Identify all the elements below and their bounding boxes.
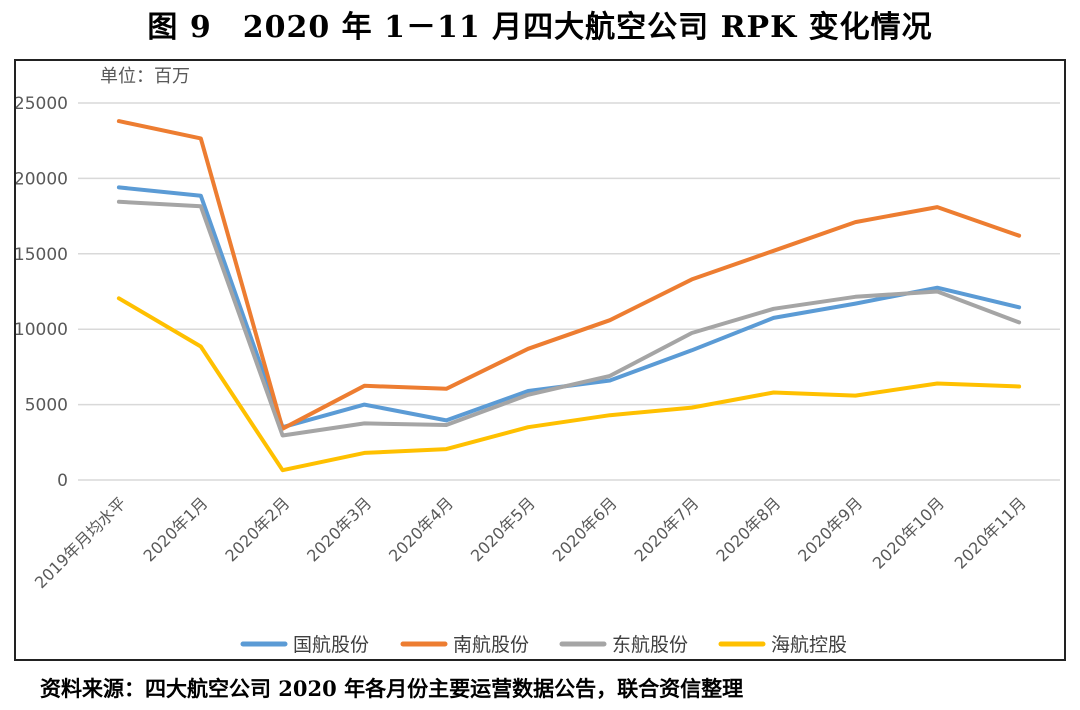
x-tick-label: 2020年11月: [951, 493, 1030, 572]
x-tick-label: 2020年3月: [303, 493, 375, 565]
x-tick-label: 2020年9月: [794, 493, 866, 565]
y-tick-label: 15000: [16, 245, 68, 265]
series-line: [116, 296, 1022, 473]
x-tick-label: 2020年10月: [869, 493, 948, 572]
series-南航股份: [116, 119, 1022, 431]
y-tick-label: 20000: [16, 169, 68, 189]
x-tick-label: 2020年2月: [221, 493, 293, 565]
x-tick-label: 2020年5月: [467, 493, 539, 565]
unit-label: 单位：百万: [100, 66, 190, 87]
legend-item: 海航控股: [718, 634, 847, 656]
legend-label: 东航股份: [612, 634, 688, 656]
x-tick-label: 2020年6月: [549, 493, 621, 565]
chart-frame: 0 5000 10000 15000 20000 25000 2019年月均水平 2020年…: [14, 59, 1066, 661]
series-lines: [116, 119, 1022, 473]
legend-label: 海航控股: [771, 634, 847, 656]
x-tick-label: 2019年月均水平: [31, 493, 130, 592]
x-tick-label: 2020年4月: [385, 493, 457, 565]
series-line: [116, 199, 1022, 438]
series-海航控股: [116, 296, 1022, 473]
x-tick-label: 2020年7月: [631, 493, 703, 565]
gridlines: [78, 102, 1060, 481]
source-note: 资料来源：四大航空公司 2020 年各月份主要运营数据公告，联合资信整理: [40, 676, 744, 701]
y-tick-label: 25000: [16, 94, 68, 114]
figure-title: 图 9 2020 年 1－11 月四大航空公司 RPK 变化情况: [147, 10, 933, 45]
legend-item: 东航股份: [559, 634, 688, 656]
series-东航股份: [116, 199, 1022, 438]
y-tick-label: 5000: [25, 396, 68, 416]
legend-item: 国航股份: [240, 634, 369, 656]
y-tick-label: 10000: [16, 320, 68, 340]
legend-label: 国航股份: [293, 634, 369, 656]
x-axis-ticks: 2019年月均水平 2020年1月 2020年2月 2020年3月 2020年4月 202…: [31, 493, 1030, 592]
x-tick-label: 2020年1月: [140, 493, 212, 565]
legend-item: 南航股份: [400, 634, 529, 656]
legend: 国航股份 南航股份 东航股份 海航控股: [240, 634, 847, 656]
y-tick-label: 0: [57, 471, 68, 491]
legend-label: 南航股份: [453, 634, 529, 656]
y-axis-ticks: 0 5000 10000 15000 20000 25000: [14, 94, 68, 491]
series-line: [116, 119, 1022, 431]
x-tick-label: 2020年8月: [712, 493, 784, 565]
